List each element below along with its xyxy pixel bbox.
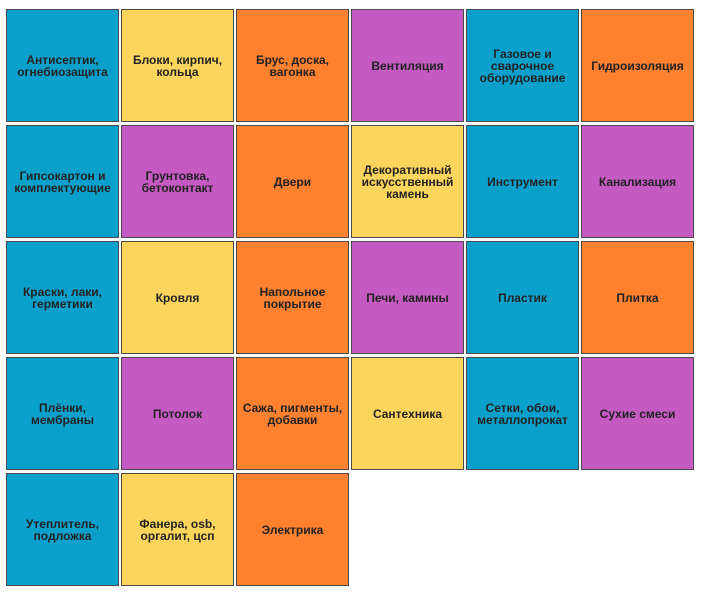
- category-tile-electrics[interactable]: Электрика: [236, 473, 349, 586]
- category-label: Гипсокартон и комплектующие: [14, 168, 111, 195]
- category-tile-mesh-wallpaper[interactable]: Сетки, обои, металлопрокат: [466, 357, 579, 470]
- category-tile-dry-mixes[interactable]: Сухие смеси: [581, 357, 694, 470]
- category-label: Газовое и сварочное оборудование: [479, 46, 566, 85]
- category-label: Напольное покрытие: [259, 284, 326, 311]
- category-label: Канализация: [598, 174, 677, 189]
- category-tile-films[interactable]: Плёнки, мембраны: [6, 357, 119, 470]
- category-tile-tools[interactable]: Инструмент: [466, 125, 579, 238]
- category-tile-doors[interactable]: Двери: [236, 125, 349, 238]
- category-label: Пластик: [498, 290, 547, 305]
- category-tile-waterproofing[interactable]: Гидроизоляция: [581, 9, 694, 122]
- category-label: Сетки, обои, металлопрокат: [477, 400, 568, 427]
- category-tile-decorative-stone[interactable]: Декоративный искусственный камень: [351, 125, 464, 238]
- category-tile-sewerage[interactable]: Канализация: [581, 125, 694, 238]
- category-label: Сухие смеси: [599, 406, 676, 421]
- category-tile-antiseptic[interactable]: Антисептик, огнебиозащита: [6, 9, 119, 122]
- category-tile-ceiling[interactable]: Потолок: [121, 357, 234, 470]
- category-label: Фанера, osb, оргалит, цсп: [139, 516, 216, 543]
- category-tile-flooring[interactable]: Напольное покрытие: [236, 241, 349, 354]
- category-tile-tiles[interactable]: Плитка: [581, 241, 694, 354]
- category-label: Инструмент: [487, 174, 558, 189]
- category-label: Сажа, пигменты, добавки: [242, 400, 343, 427]
- category-label: Вентиляция: [371, 58, 444, 73]
- category-tile-plastic[interactable]: Пластик: [466, 241, 579, 354]
- category-label: Утеплитель, подложка: [25, 516, 100, 543]
- category-tile-lumber[interactable]: Брус, доска, вагонка: [236, 9, 349, 122]
- category-tile-blocks[interactable]: Блоки, кирпич, кольца: [121, 9, 234, 122]
- category-tile-roofing[interactable]: Кровля: [121, 241, 234, 354]
- category-label: Печи, камины: [366, 290, 449, 305]
- category-label: Сантехника: [372, 406, 443, 421]
- category-label: Грунтовка, бетоконтакт: [141, 168, 214, 195]
- category-tile-grid: Антисептик, огнебиозащита Блоки, кирпич,…: [6, 9, 696, 586]
- category-label: Кровля: [155, 290, 200, 305]
- category-tile-ventilation[interactable]: Вентиляция: [351, 9, 464, 122]
- category-tile-gas-welding[interactable]: Газовое и сварочное оборудование: [466, 9, 579, 122]
- category-tile-primer[interactable]: Грунтовка, бетоконтакт: [121, 125, 234, 238]
- category-label: Гидроизоляция: [591, 58, 684, 73]
- category-label: Плёнки, мембраны: [30, 400, 95, 427]
- category-label: Брус, доска, вагонка: [256, 52, 329, 79]
- category-tile-stoves[interactable]: Печи, камины: [351, 241, 464, 354]
- category-tile-drywall[interactable]: Гипсокартон и комплектующие: [6, 125, 119, 238]
- category-label: Электрика: [261, 522, 324, 537]
- category-tile-paints[interactable]: Краски, лаки, герметики: [6, 241, 119, 354]
- category-label: Плитка: [616, 290, 659, 305]
- category-label: Антисептик, огнебиозащита: [17, 52, 108, 79]
- category-tile-insulation[interactable]: Утеплитель, подложка: [6, 473, 119, 586]
- category-label: Краски, лаки, герметики: [22, 284, 103, 311]
- category-label: Двери: [273, 174, 312, 189]
- category-label: Потолок: [152, 406, 203, 421]
- category-tile-plywood[interactable]: Фанера, osb, оргалит, цсп: [121, 473, 234, 586]
- category-label: Блоки, кирпич, кольца: [132, 52, 223, 79]
- category-label: Декоративный искусственный камень: [361, 162, 454, 201]
- category-tile-plumbing[interactable]: Сантехника: [351, 357, 464, 470]
- category-tile-pigments[interactable]: Сажа, пигменты, добавки: [236, 357, 349, 470]
